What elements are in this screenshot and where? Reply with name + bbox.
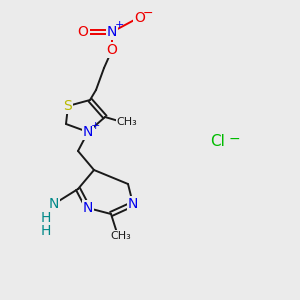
Text: N: N — [83, 201, 93, 215]
Text: −: − — [143, 7, 153, 20]
Text: O: O — [78, 25, 88, 39]
Text: N: N — [49, 197, 59, 211]
Text: N: N — [128, 197, 138, 211]
Text: CH₃: CH₃ — [117, 117, 137, 127]
Text: +: + — [114, 20, 124, 30]
Text: −: − — [228, 132, 240, 146]
Text: H: H — [41, 224, 51, 238]
Text: O: O — [135, 11, 146, 25]
Text: S: S — [64, 99, 72, 113]
Text: H: H — [41, 211, 51, 225]
Text: N: N — [107, 25, 117, 39]
Text: +: + — [90, 121, 100, 131]
Text: Cl: Cl — [211, 134, 225, 149]
Text: O: O — [106, 43, 117, 57]
Text: CH₃: CH₃ — [111, 231, 131, 241]
Text: N: N — [83, 125, 93, 139]
